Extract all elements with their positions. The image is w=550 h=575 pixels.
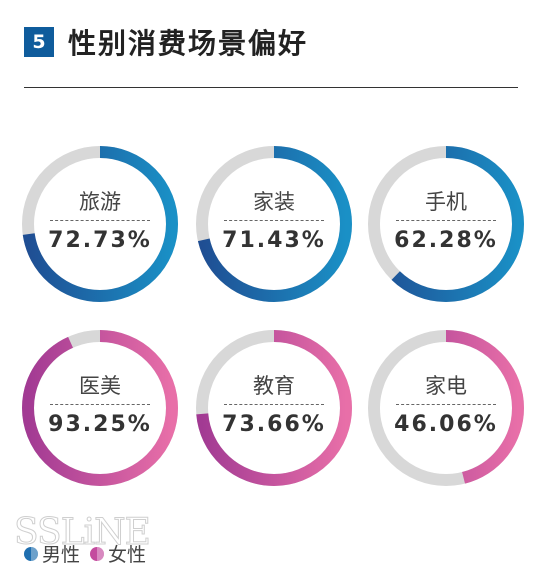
legend: 男性 女性 [24,540,156,567]
ring-arc-male [368,146,524,302]
legend-item-female: 女性 [90,540,146,567]
ring-percent-value: 93.25% [48,412,152,437]
ring-svg [22,330,178,486]
ring-percent-value: 46.06% [394,412,498,437]
ring-chart-male-1: 家装 71.43% [196,146,352,302]
ring-svg [22,146,178,302]
ring-category-label: 医美 [79,374,121,398]
ring-chart-female-2: 家电 46.06% [368,330,524,486]
legend-label-male: 男性 [42,544,81,566]
ring-arc-female [368,330,524,486]
ring-category-label: 旅游 [79,190,121,214]
ring-dashed-divider [396,220,496,221]
title-divider [24,87,518,88]
ring-arc-male [22,146,178,302]
ring-svg [196,330,352,486]
legend-dot-female-icon [90,546,105,561]
ring-arc-female [22,330,178,486]
section-header: 5 性别消费场景偏好 [24,22,308,62]
ring-dashed-divider [224,404,324,405]
legend-item-male: 男性 [24,540,80,567]
ring-chart-female-0: 医美 93.25% [22,330,178,486]
ring-dashed-divider [50,404,150,405]
ring-percent-value: 71.43% [222,228,326,253]
ring-percent-value: 72.73% [48,228,152,253]
ring-chart-female-1: 教育 73.66% [196,330,352,486]
ring-category-label: 家电 [425,374,467,398]
ring-svg [368,146,524,302]
legend-dot-male-icon [24,546,38,561]
ring-dashed-divider [224,220,324,221]
ring-chart-male-2: 手机 62.28% [368,146,524,302]
ring-category-label: 教育 [253,374,295,398]
ring-svg [368,330,524,486]
page-title: 性别消费场景偏好 [68,27,309,60]
ring-chart-male-0: 旅游 72.73% [22,146,178,302]
ring-category-label: 手机 [425,190,467,214]
ring-percent-value: 62.28% [394,228,498,253]
ring-arc-female [196,330,352,486]
section-number-badge: 5 [24,27,54,57]
ring-category-label: 家装 [253,190,295,214]
ring-percent-value: 73.66% [222,412,326,437]
ring-arc-male [196,146,352,302]
ring-svg [196,146,352,302]
legend-label-female: 女性 [108,544,147,566]
ring-dashed-divider [50,220,150,221]
ring-dashed-divider [396,404,496,405]
